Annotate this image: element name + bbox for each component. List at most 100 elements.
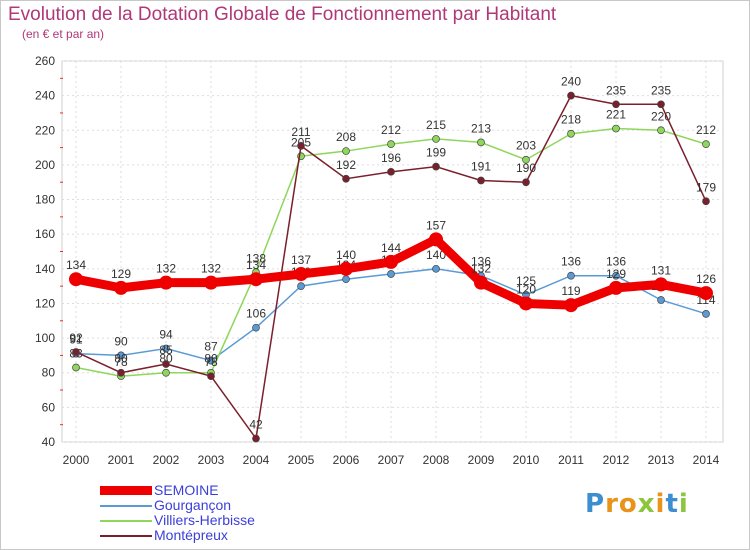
data-label-villiers-herbisse: 212 [696,123,716,137]
data-point-semoine [429,232,443,247]
data-point-gourgancon [387,270,395,278]
data-label-gourgancon: 125 [516,274,536,288]
x-tick-label: 2004 [243,453,270,467]
data-label-montepreux: 211 [291,125,310,139]
data-label-villiers-herbisse: 203 [516,139,536,153]
data-point-gourgancon [657,296,665,304]
data-label-semoine: 126 [696,272,716,286]
data-label-montepreux: 191 [471,159,491,173]
data-point-semoine [204,275,218,290]
brand-logo-letter: r [605,489,619,519]
data-point-semoine [69,272,83,287]
brand-logo-letter: t [665,489,679,519]
data-point-semoine [609,280,623,295]
data-point-montepreux [342,174,350,183]
data-label-montepreux: 235 [606,83,626,97]
data-point-gourgancon [342,275,350,284]
x-tick-label: 2000 [63,453,90,467]
data-point-semoine [474,275,488,290]
data-label-semoine: 120 [516,282,536,296]
y-tick-label: 220 [35,123,55,137]
data-point-semoine [654,277,668,292]
data-point-montepreux [117,368,125,377]
data-label-semoine: 129 [606,267,626,281]
data-point-villiers-herbisse [522,155,530,164]
data-point-semoine [519,296,533,311]
y-tick-label: 40 [42,435,56,449]
data-label-gourgancon: 106 [246,307,266,321]
data-label-semoine: 132 [201,262,221,276]
data-point-montepreux [657,100,665,109]
data-point-montepreux [162,360,170,368]
brand-logo-letter: P [585,489,606,519]
line-chart: 40 60 80 100 120 140 160 180 200 220 240 260 2000 200… [35,54,724,467]
data-point-montepreux [477,176,485,185]
data-point-montepreux [567,91,575,100]
data-label-villiers-herbisse: 220 [651,109,671,123]
data-point-montepreux [432,162,440,171]
data-label-gourgancon: 94 [159,327,173,341]
data-point-montepreux [252,434,260,443]
data-label-villiers-herbisse: 78 [114,355,128,369]
y-tick-label: 160 [35,227,55,241]
data-label-semoine: 134 [246,258,266,272]
data-label-montepreux: 235 [651,83,671,97]
data-point-montepreux [522,178,530,187]
data-label-gourgancon: 140 [426,248,446,262]
data-point-gourgancon [702,309,710,318]
x-tick-label: 2011 [558,453,584,467]
data-label-villiers-herbisse: 208 [336,130,356,144]
data-label-villiers-herbisse: 138 [246,251,266,265]
data-point-gourgancon [432,264,440,273]
data-label-semoine: 144 [381,241,401,255]
data-label-montepreux: 92 [69,331,83,345]
data-point-villiers-herbisse [342,147,350,155]
data-point-villiers-herbisse [432,135,440,143]
data-label-gourgancon: 136 [606,255,626,269]
data-label-montepreux: 78 [204,355,218,369]
data-point-villiers-herbisse [567,129,575,138]
data-point-montepreux [612,100,620,109]
x-tick-label: 2002 [153,453,180,467]
data-point-semoine [384,254,398,269]
data-label-gourgancon: 87 [204,340,218,354]
y-tick-label: 260 [35,54,55,68]
data-point-semoine [564,298,578,313]
legend-label: Villiers-Herbisse [154,512,255,528]
data-label-montepreux: 192 [336,158,356,172]
data-label-semoine: 119 [561,284,580,298]
data-point-montepreux [72,348,80,356]
data-label-semoine: 134 [66,258,86,272]
data-point-villiers-herbisse [162,368,170,377]
data-label-montepreux: 179 [696,180,716,194]
x-tick-label: 2014 [693,453,720,467]
legend-swatch [100,486,152,495]
data-point-montepreux [207,372,215,381]
data-point-gourgancon [162,344,170,353]
data-point-villiers-herbisse [477,138,485,147]
data-label-gourgancon: 136 [471,255,491,269]
data-label-gourgancon: 136 [561,255,581,269]
y-tick-label: 200 [35,158,55,172]
x-tick-label: 2008 [423,453,450,467]
y-tick-label: 120 [35,296,55,310]
data-point-villiers-herbisse [612,124,620,133]
data-point-gourgancon [567,271,575,280]
y-tick-label: 80 [42,366,56,380]
data-label-semoine: 157 [426,218,446,232]
data-point-gourgancon [252,323,260,332]
y-tick-label: 240 [35,89,55,103]
legend-swatch [100,520,152,522]
data-point-villiers-herbisse [387,140,395,148]
data-label-montepreux: 80 [114,352,128,366]
y-tick-label: 180 [35,193,55,207]
legend-label: Montépreux [154,527,228,543]
data-label-villiers-herbisse: 213 [471,121,491,135]
data-point-semoine [114,280,128,295]
data-point-gourgancon [117,351,125,360]
legend-label: SEMOINE [154,482,219,498]
data-point-montepreux [297,142,305,150]
x-tick-label: 2009 [468,453,495,467]
data-point-semoine [249,272,263,287]
data-point-semoine [339,261,353,276]
